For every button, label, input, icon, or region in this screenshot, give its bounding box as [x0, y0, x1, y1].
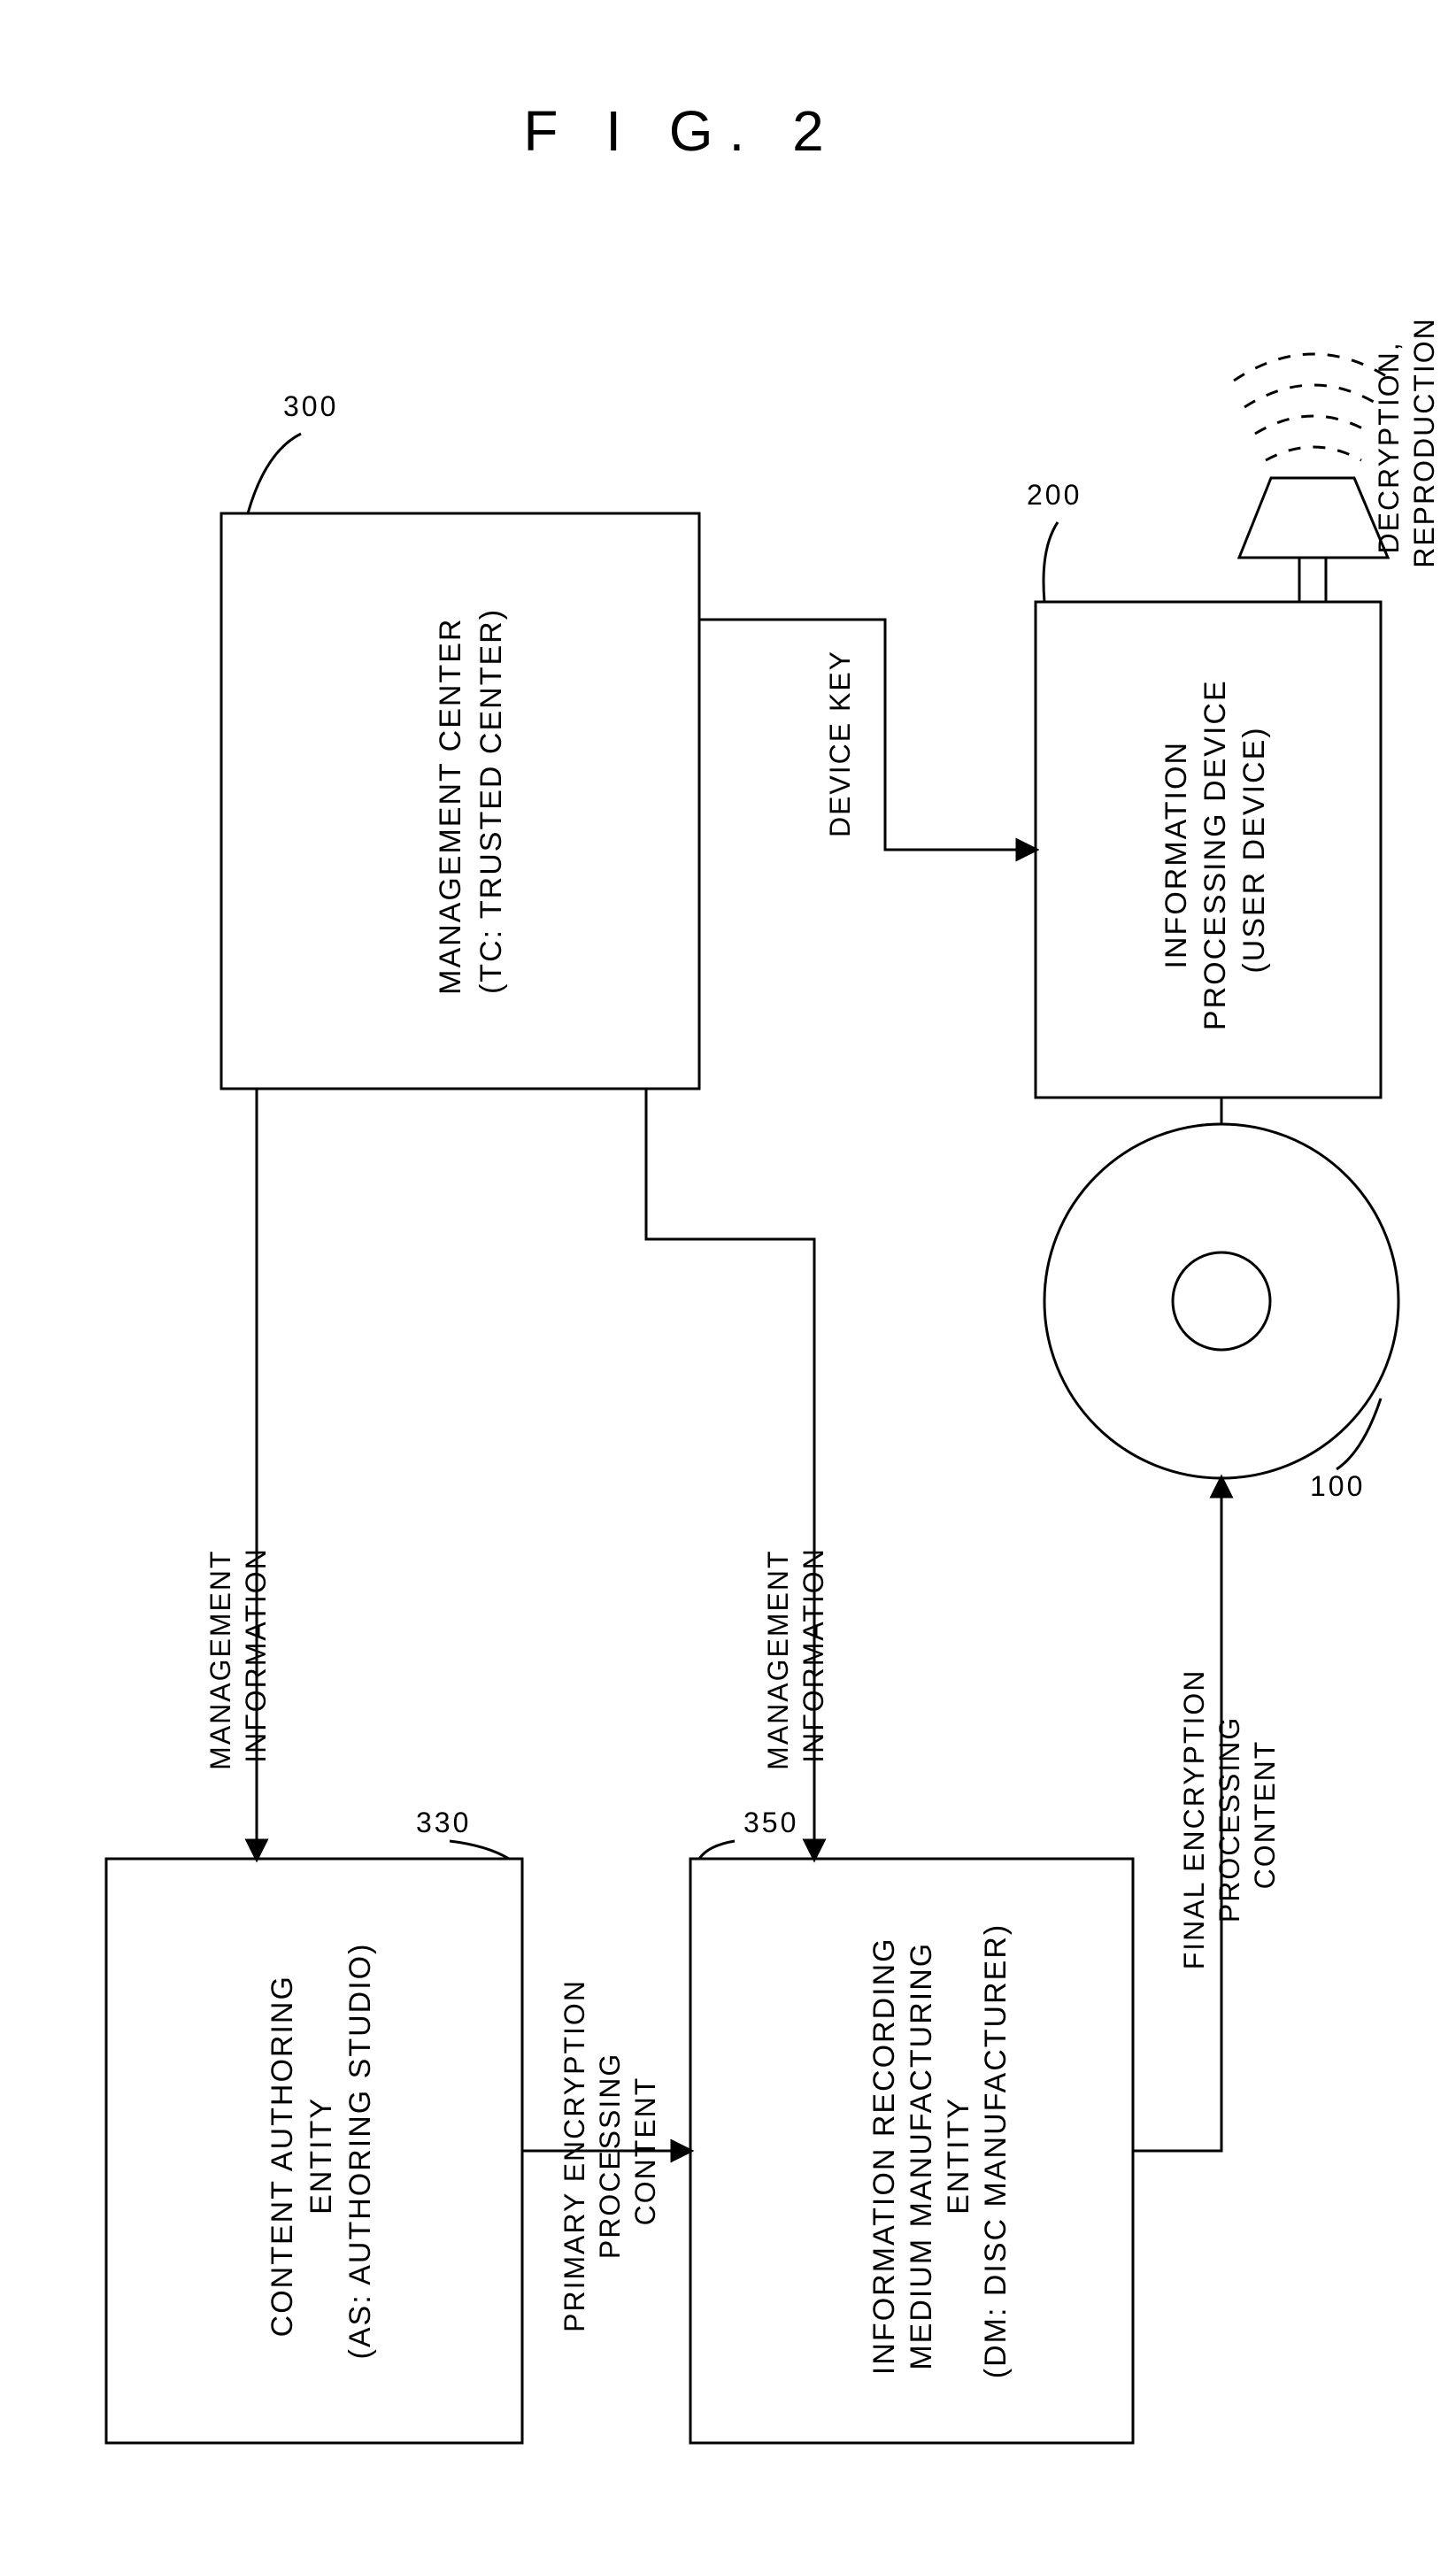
management-center-label: MANAGEMENT CENTER (TC: TRUSTED CENTER): [434, 607, 508, 995]
disc-inner: [1173, 1252, 1270, 1350]
edge-device-key: [699, 620, 1036, 850]
edge-mfg-to-disc-label: FINAL ENCRYPTION PROCESSING CONTENT: [1178, 1660, 1281, 1970]
ref-350: 350: [743, 1807, 798, 1838]
manufacturing-entity-label: INFORMATION RECORDING MEDIUM MANUFACTURI…: [867, 1923, 1013, 2378]
ref-330-leader: [450, 1841, 509, 1859]
ref-100-leader: [1337, 1398, 1381, 1469]
ref-300-leader: [248, 434, 301, 513]
ref-330: 330: [416, 1807, 471, 1838]
disc-outer: [1044, 1124, 1398, 1478]
figure-title: F I G. 2: [523, 99, 839, 163]
ref-350-leader: [699, 1841, 735, 1859]
decryption-label: DECRYPTION, REPRODUCTION: [1373, 317, 1440, 568]
edge-device-key-label: DEVICE KEY: [824, 650, 856, 837]
ref-300: 300: [283, 390, 338, 422]
ref-200-leader: [1044, 522, 1058, 602]
authoring-entity-label: CONTENT AUTHORING ENTITY (AS: AUTHORING …: [266, 1943, 377, 2360]
user-device-label: INFORMATION PROCESSING DEVICE (USER DEVI…: [1159, 669, 1271, 1030]
edge-mgmt-to-author-label: MANAGEMENT INFORMATION: [204, 1540, 272, 1770]
edge-author-to-mfg-label: PRIMARY ENCRYPTION PROCESSING CONTENT: [559, 1969, 661, 2332]
edge-mgmt-to-mfg-label: MANAGEMENT INFORMATION: [762, 1540, 829, 1770]
ref-200: 200: [1027, 479, 1082, 511]
speaker-icon: [1234, 354, 1393, 602]
ref-100: 100: [1310, 1470, 1365, 1502]
